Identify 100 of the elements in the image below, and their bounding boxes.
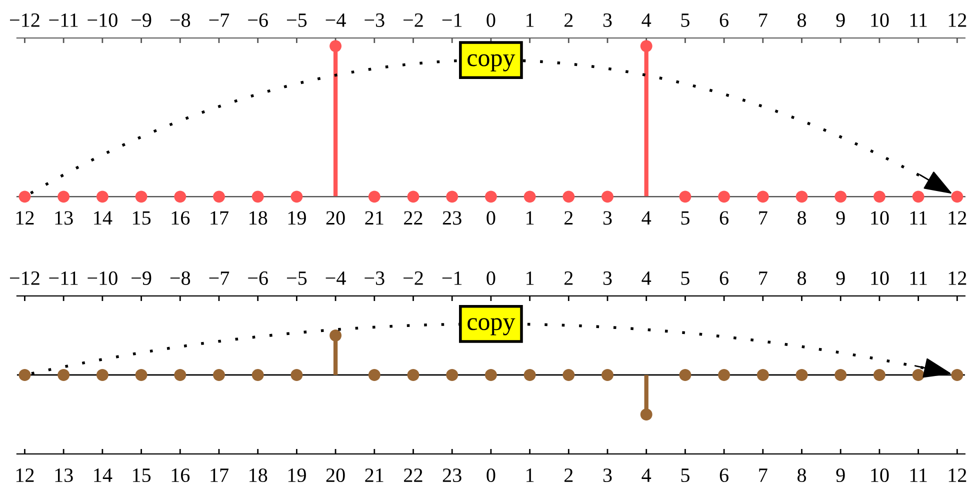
x-tick-label: 13 xyxy=(55,468,73,482)
x2-tick-label: −2 xyxy=(404,271,423,285)
x2-tick-label: 8 xyxy=(797,13,806,27)
x2-tick-label: −7 xyxy=(209,14,230,27)
x2-tick-label: −8 xyxy=(170,13,190,27)
x-tick-label: 11 xyxy=(910,468,927,482)
x2-tick-label: 9 xyxy=(836,271,845,285)
x2-tick-label: 11 xyxy=(910,271,927,285)
x-tick-label: 8 xyxy=(797,468,806,482)
x2-tick-label: 1 xyxy=(526,271,534,285)
x2-tick-label: 7 xyxy=(759,272,768,285)
x2-tick-label: 9 xyxy=(836,13,845,27)
x2-tick-label: −10 xyxy=(88,271,118,285)
x2-tick-label: 5 xyxy=(681,272,690,285)
x-tick-label: 17 xyxy=(210,211,228,225)
x-tick-label: 18 xyxy=(250,468,268,482)
x2-tick-label: 5 xyxy=(681,14,690,27)
x2-tick-label: 0 xyxy=(486,271,496,285)
x-tick-label: 21 xyxy=(365,468,384,482)
x-tick-label: 16 xyxy=(172,468,190,482)
x2-tick-label: 12 xyxy=(948,13,966,27)
x2-tick-label: −1 xyxy=(442,13,462,27)
x-tick-label: 14 xyxy=(94,211,112,225)
x2-tick-label: −5 xyxy=(286,14,307,27)
x-tick-label: 2 xyxy=(564,468,573,482)
x2-tick-label: 11 xyxy=(910,13,927,27)
x-tick-label: 1 xyxy=(526,468,534,482)
x2-tick-label: 8 xyxy=(797,271,806,285)
x2-tick-label: 1 xyxy=(526,13,534,27)
x-tick-label: 5 xyxy=(681,468,690,482)
x2-tick-label: 12 xyxy=(948,271,966,285)
x2-tick-label: −12 xyxy=(10,271,40,285)
x-tick-label: 7 xyxy=(759,468,768,482)
x-tick-label: 13 xyxy=(55,211,73,225)
x2-tick-label: 4 xyxy=(642,272,652,285)
x-tick-label: 12 xyxy=(948,211,966,225)
x-tick-label: 1 xyxy=(526,211,534,225)
x-tick-label: 6 xyxy=(720,468,728,482)
x2-tick-label: −2 xyxy=(404,13,423,27)
x-tick-label: 7 xyxy=(759,211,768,225)
x-tick-label: 12 xyxy=(948,468,966,482)
x-tick-label: 20 xyxy=(326,211,345,225)
x2-tick-label: −8 xyxy=(170,271,190,285)
x2-tick-label: −7 xyxy=(209,272,230,285)
x-tick-label: 9 xyxy=(836,211,845,225)
x2-tick-label: −3 xyxy=(364,13,384,27)
x2-tick-label: −6 xyxy=(248,271,268,285)
x-tick-label: 4 xyxy=(642,468,652,482)
x2-tick-label: −5 xyxy=(286,272,307,285)
x-tick-label: 5 xyxy=(681,211,690,225)
x2-tick-label: −11 xyxy=(49,13,78,27)
x-tick-label: 11 xyxy=(910,211,927,225)
x-tick-label: 10 xyxy=(871,468,889,482)
x-tick-label: 12 xyxy=(16,468,34,482)
x2-tick-label: 6 xyxy=(720,271,728,285)
x-tick-label: 19 xyxy=(288,211,306,225)
x-tick-label: 16 xyxy=(172,211,190,225)
x2-tick-label: −4 xyxy=(326,272,346,285)
x2-tick-label: 3 xyxy=(603,271,612,285)
x-tick-label: 19 xyxy=(288,468,306,482)
x2-tick-label: −3 xyxy=(364,271,384,285)
x-tick-label: 6 xyxy=(720,211,728,225)
x-tick-label: 22 xyxy=(404,468,422,482)
x2-tick-label: −1 xyxy=(442,271,462,285)
x2-tick-label: 0 xyxy=(486,13,496,27)
x-tick-label: 20 xyxy=(326,468,345,482)
x2-tick-label: 3 xyxy=(603,13,612,27)
x-tick-label: 0 xyxy=(486,211,496,225)
x2-tick-label: −6 xyxy=(248,13,268,27)
x-tick-label: 15 xyxy=(132,468,151,482)
x-tick-label: 3 xyxy=(603,468,612,482)
x2-tick-label: −10 xyxy=(88,13,118,27)
x-tick-label: 4 xyxy=(642,211,652,225)
x2-tick-label: −12 xyxy=(10,13,40,27)
text: copy xyxy=(468,318,516,336)
x-tick-label: 10 xyxy=(871,211,889,225)
x2-tick-label: 2 xyxy=(564,13,573,27)
x-tick-label: 17 xyxy=(210,468,228,482)
x-tick-label: 18 xyxy=(250,211,268,225)
x-tick-label: 2 xyxy=(564,211,573,225)
x2-tick-label: 2 xyxy=(564,271,573,285)
x-tick-label: 14 xyxy=(94,468,112,482)
x2-tick-label: 10 xyxy=(871,13,889,27)
x-tick-label: 23 xyxy=(442,468,462,482)
annotation: copy xyxy=(468,54,516,72)
x2-tick-label: −9 xyxy=(132,13,152,27)
x-tick-label: 15 xyxy=(132,211,151,225)
x-tick-label: 22 xyxy=(404,211,422,225)
x2-tick-label: 4 xyxy=(642,14,652,27)
x2-tick-label: 10 xyxy=(871,271,889,285)
x2-tick-label: 7 xyxy=(759,14,768,27)
x2-tick-label: −4 xyxy=(326,14,346,27)
x-tick-label: 0 xyxy=(486,468,496,482)
x-tick-label: 8 xyxy=(797,211,806,225)
x2-tick-label: 6 xyxy=(720,13,728,27)
x-tick-label: 3 xyxy=(603,211,612,225)
x-tick-label: 21 xyxy=(365,211,384,225)
x-tick-label: 23 xyxy=(442,211,462,225)
x-tick-label: 12 xyxy=(16,211,34,225)
x-tick-label: 9 xyxy=(836,468,845,482)
